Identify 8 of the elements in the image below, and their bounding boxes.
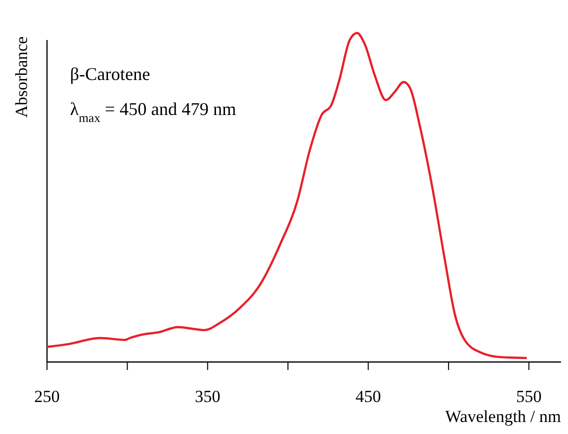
- x-tick-label: 450: [356, 387, 381, 406]
- annotation: β-Carotene: [70, 64, 150, 84]
- y-axis-title: Absorbance: [12, 36, 31, 118]
- annotation: λ$_{max}$ = 450 and 479 nm: [70, 99, 236, 125]
- x-tick-label: 250: [34, 387, 60, 406]
- x-tick-label: 350: [194, 387, 220, 406]
- x-tick-label: 550: [516, 387, 542, 406]
- x-axis-title: Wavelength / nm: [445, 407, 561, 426]
